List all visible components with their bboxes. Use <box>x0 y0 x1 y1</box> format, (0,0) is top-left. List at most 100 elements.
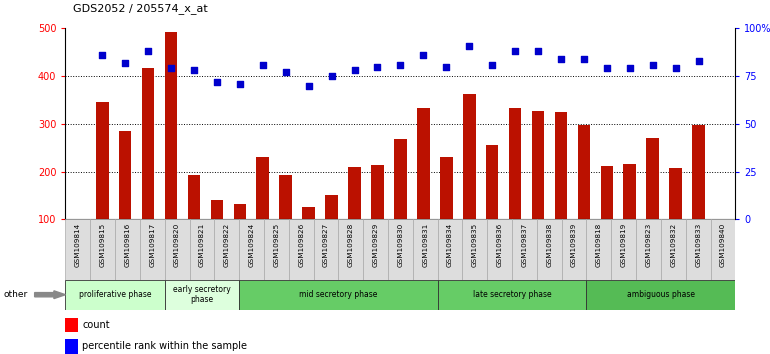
Bar <box>394 139 407 219</box>
Bar <box>532 110 544 219</box>
Point <box>326 73 338 79</box>
Bar <box>486 145 498 219</box>
Bar <box>646 138 659 219</box>
Text: GSM109839: GSM109839 <box>571 222 577 267</box>
Point <box>624 65 636 71</box>
Text: ambiguous phase: ambiguous phase <box>627 290 695 299</box>
Point <box>509 48 521 54</box>
Bar <box>188 175 200 219</box>
Point <box>417 52 430 58</box>
Text: GSM109826: GSM109826 <box>298 222 304 267</box>
Bar <box>686 219 711 280</box>
Bar <box>65 280 165 310</box>
Point <box>233 81 246 87</box>
Bar <box>348 167 361 219</box>
Text: GSM109832: GSM109832 <box>671 222 676 267</box>
Bar <box>239 280 437 310</box>
Bar <box>90 219 115 280</box>
Bar <box>289 219 313 280</box>
Point <box>280 69 292 75</box>
Bar <box>440 157 453 219</box>
Text: GSM109833: GSM109833 <box>695 222 701 267</box>
Bar <box>388 219 413 280</box>
Text: GSM109830: GSM109830 <box>397 222 403 267</box>
Point <box>532 48 544 54</box>
Text: GSM109817: GSM109817 <box>149 222 156 267</box>
Bar <box>636 219 661 280</box>
Text: early secretory
phase: early secretory phase <box>173 285 231 304</box>
Text: GSM109828: GSM109828 <box>348 222 353 267</box>
Bar <box>264 219 289 280</box>
Point <box>669 65 681 71</box>
Bar <box>669 169 682 219</box>
Point <box>165 65 177 71</box>
Bar <box>624 164 636 219</box>
Bar <box>165 219 189 280</box>
Bar <box>214 219 239 280</box>
Text: GSM109824: GSM109824 <box>249 222 255 267</box>
Text: GSM109827: GSM109827 <box>323 222 329 267</box>
Bar <box>463 94 476 219</box>
Bar <box>487 219 512 280</box>
Bar <box>601 166 613 219</box>
Text: GSM109838: GSM109838 <box>546 222 552 267</box>
Point <box>647 62 659 68</box>
Bar <box>325 195 338 219</box>
Bar <box>65 219 90 280</box>
Text: GSM109831: GSM109831 <box>422 222 428 267</box>
Point <box>463 43 475 48</box>
Text: GSM109840: GSM109840 <box>720 222 726 267</box>
Text: GSM109815: GSM109815 <box>99 222 105 267</box>
Point <box>578 56 590 62</box>
Point <box>188 68 200 73</box>
Text: GSM109816: GSM109816 <box>125 222 130 267</box>
Text: GSM109821: GSM109821 <box>199 222 205 267</box>
Text: GSM109822: GSM109822 <box>224 222 229 267</box>
Text: GSM109835: GSM109835 <box>472 222 478 267</box>
Point <box>348 68 360 73</box>
Text: other: other <box>4 290 28 299</box>
Text: late secretory phase: late secretory phase <box>473 290 551 299</box>
Bar <box>692 125 705 219</box>
Bar <box>711 219 735 280</box>
Bar <box>512 219 537 280</box>
Bar <box>115 219 140 280</box>
Bar <box>142 68 155 219</box>
Bar <box>189 219 214 280</box>
Text: GSM109818: GSM109818 <box>596 222 602 267</box>
Point <box>119 60 132 65</box>
Text: GSM109814: GSM109814 <box>75 222 81 267</box>
Bar <box>561 219 587 280</box>
Text: GSM109829: GSM109829 <box>373 222 379 267</box>
Text: mid secretory phase: mid secretory phase <box>300 290 377 299</box>
Text: GSM109836: GSM109836 <box>497 222 503 267</box>
Bar <box>338 219 363 280</box>
Point <box>486 62 498 68</box>
Point <box>142 48 154 54</box>
Text: GDS2052 / 205574_x_at: GDS2052 / 205574_x_at <box>73 3 208 14</box>
Bar <box>413 219 437 280</box>
Bar <box>578 125 591 219</box>
Point <box>96 52 109 58</box>
Bar <box>280 175 292 219</box>
Point <box>211 79 223 85</box>
Bar <box>611 219 636 280</box>
Point <box>440 64 453 69</box>
Bar <box>65 318 78 332</box>
Bar <box>165 280 239 310</box>
Bar <box>210 200 223 219</box>
Bar <box>233 204 246 219</box>
Point <box>601 65 613 71</box>
Point <box>692 58 705 64</box>
Bar <box>437 280 587 310</box>
Bar <box>256 157 269 219</box>
Bar <box>96 102 109 219</box>
Text: count: count <box>82 320 110 330</box>
Bar <box>437 219 463 280</box>
Bar <box>119 131 132 219</box>
Bar <box>239 219 264 280</box>
Point <box>303 83 315 88</box>
Bar <box>509 108 521 219</box>
Bar <box>313 219 338 280</box>
Bar <box>587 280 735 310</box>
